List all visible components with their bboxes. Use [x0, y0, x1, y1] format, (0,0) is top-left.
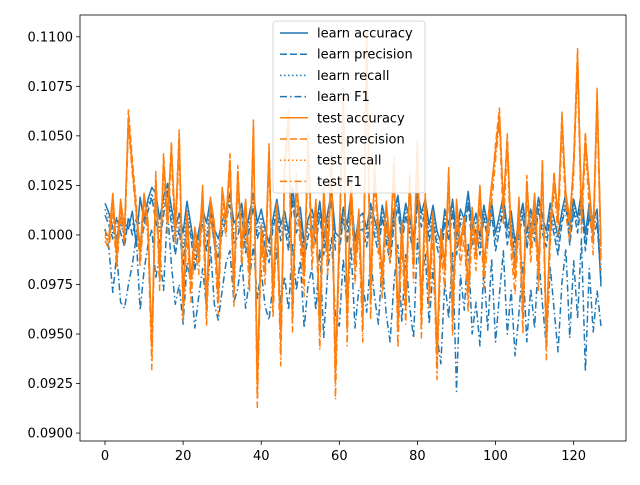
series-line-learn-f1 [104, 208, 602, 393]
legend-label: test accuracy [317, 111, 405, 126]
legend-box [272, 20, 426, 194]
plot-frame [79, 14, 627, 442]
x-tick-label: 20 [175, 449, 192, 464]
x-tick-label: 80 [409, 449, 426, 464]
series-line-test-f1 [104, 51, 602, 409]
y-tick-label: 0.1000 [28, 228, 74, 243]
y-tick-label: 0.1025 [28, 179, 74, 194]
legend-label: learn recall [317, 69, 389, 84]
series-layer [104, 32, 602, 409]
series-line-test-recall [104, 38, 602, 391]
x-axis: 0 20 40 60 80 100 120 [101, 441, 586, 464]
legend-label: learn precision [317, 48, 413, 63]
x-tick-label: 120 [561, 449, 586, 464]
y-tick-label: 0.1075 [28, 80, 74, 95]
y-tick-label: 0.0900 [28, 427, 74, 442]
legend-label: learn F1 [317, 90, 370, 105]
x-tick-label: 40 [253, 449, 270, 464]
legend-label: test recall [317, 154, 382, 169]
legend-label: test F1 [317, 175, 362, 190]
legend: learn accuracy learn precision learn recal… [272, 20, 426, 194]
y-tick-label: 0.1050 [28, 129, 74, 144]
y-axis: 0.0900 0.0925 0.0950 0.0975 0.1000 0.1025 0.10… [28, 30, 80, 442]
y-tick-label: 0.0950 [28, 328, 74, 343]
legend-label: learn accuracy [317, 27, 413, 42]
x-tick-label: 0 [101, 449, 109, 464]
y-tick-label: 0.1100 [28, 30, 74, 45]
x-tick-label: 60 [331, 449, 348, 464]
y-tick-label: 0.0925 [28, 377, 74, 392]
legend-label: test precision [317, 133, 405, 148]
x-tick-label: 100 [483, 449, 508, 464]
y-tick-label: 0.0975 [28, 278, 74, 293]
